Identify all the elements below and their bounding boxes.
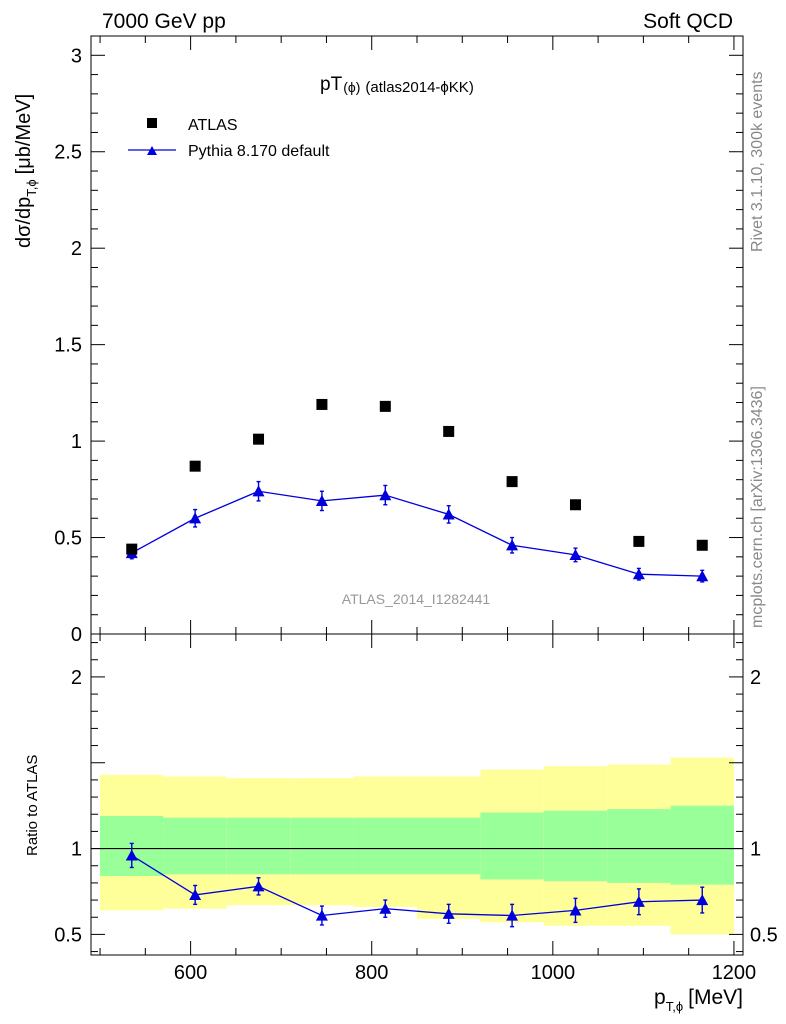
header-energy-label: 7000 GeV pp [102, 10, 226, 33]
atlas-point [696, 539, 708, 551]
legend-entry-atlas: ATLAS [147, 117, 238, 134]
x-tick-label: 600 [174, 962, 207, 984]
pythia-point [506, 539, 519, 551]
ratio-y-tick-label: 2 [71, 667, 82, 689]
legend: ATLAS Pythia 8.170 default [128, 117, 330, 160]
pythia-point [315, 494, 328, 506]
inner-band-bin [670, 805, 734, 885]
atlas-point [126, 543, 138, 555]
ratio-y-axis-label: Ratio to ATLAS [24, 755, 41, 856]
legend-pythia-label: Pythia 8.170 default [188, 143, 330, 160]
header-category-label: Soft QCD [643, 10, 733, 33]
panel-title: pT(ϕ) (atlas2014-ϕKK) [320, 74, 474, 96]
inner-band-bin [417, 817, 481, 875]
atlas-point [316, 398, 328, 410]
inner-band-bin [353, 817, 417, 875]
ratio-y-tick-label-right: 0.5 [750, 924, 778, 946]
pythia-point [379, 489, 392, 501]
atlas-point [253, 433, 265, 445]
ratio-uncertainty-bands [100, 757, 734, 935]
top-y-tick-label: 0 [71, 624, 82, 646]
pythia-point [252, 485, 265, 497]
top-y-axis-label: dσ/dpT,ϕ[μb/MeV] [13, 94, 39, 248]
top-y-tick-label: 2 [71, 238, 82, 260]
main-panel-data [125, 398, 709, 583]
inner-band-bin [290, 817, 354, 875]
ratio-point [189, 888, 202, 901]
pythia-point [442, 508, 455, 520]
top-y-tick-label: 0.5 [54, 528, 82, 550]
ratio-y-tick-label-right: 1 [750, 839, 761, 861]
atlas-point [189, 460, 201, 472]
legend-atlas-marker [147, 118, 157, 128]
atlas-point [633, 535, 645, 547]
inner-band-bin [607, 809, 671, 883]
ratio-point [379, 902, 392, 914]
ratio-point [252, 880, 265, 892]
pythia-line [131, 490, 703, 577]
pythia-point [569, 548, 582, 561]
ratio-panel-data [125, 842, 709, 928]
pythia-point [696, 570, 709, 582]
inner-band-bin [543, 810, 608, 882]
ratio-point [632, 895, 645, 907]
top-y-tick-label: 3 [71, 45, 82, 67]
ratio-point [696, 894, 709, 906]
legend-pythia-marker [147, 146, 157, 155]
atlas-point [443, 425, 455, 437]
axis-ticks [91, 36, 743, 955]
pythia-point [189, 512, 202, 524]
ratio-point [442, 907, 455, 919]
atlas-point [569, 499, 581, 511]
x-tick-label: 800 [355, 962, 388, 984]
atlas-point [506, 476, 518, 488]
legend-entry-pythia: Pythia 8.170 default [128, 143, 330, 160]
ratio-line [131, 854, 703, 917]
x-tick-label: 1000 [531, 962, 576, 984]
top-y-tick-label: 2.5 [54, 142, 82, 164]
axis-tick-labels: 600 800 1000 1200 0 0.5 1 1.5 2 2.5 3 0.5 0.5 1 1 2 2 [54, 45, 778, 984]
inner-band-bin [163, 817, 227, 875]
side-source-label: mcplots.cern.ch [arXiv:1306.3436] [749, 386, 766, 628]
legend-atlas-label: ATLAS [188, 117, 238, 134]
ratio-y-tick-label: 1 [71, 839, 82, 861]
inner-band-bin [226, 817, 291, 875]
analysis-watermark: ATLAS_2014_I1282441 [342, 591, 491, 607]
ratio-point [315, 909, 328, 921]
atlas-point [379, 400, 391, 412]
inner-band-bin [480, 812, 544, 880]
top-y-tick-label: 1 [71, 431, 82, 453]
x-axis-label: pT,ϕ [MeV] [654, 986, 743, 1014]
ratio-point [506, 909, 519, 921]
pythia-point [632, 568, 645, 580]
ratio-y-tick-label-right: 2 [750, 667, 761, 689]
ratio-point [125, 849, 138, 861]
x-tick-label: 1200 [712, 962, 757, 984]
ratio-point [569, 904, 582, 916]
top-y-tick-label: 1.5 [54, 335, 82, 357]
side-generator-label: Rivet 3.1.10, 300k events [749, 71, 766, 252]
ratio-y-tick-label: 0.5 [54, 924, 82, 946]
